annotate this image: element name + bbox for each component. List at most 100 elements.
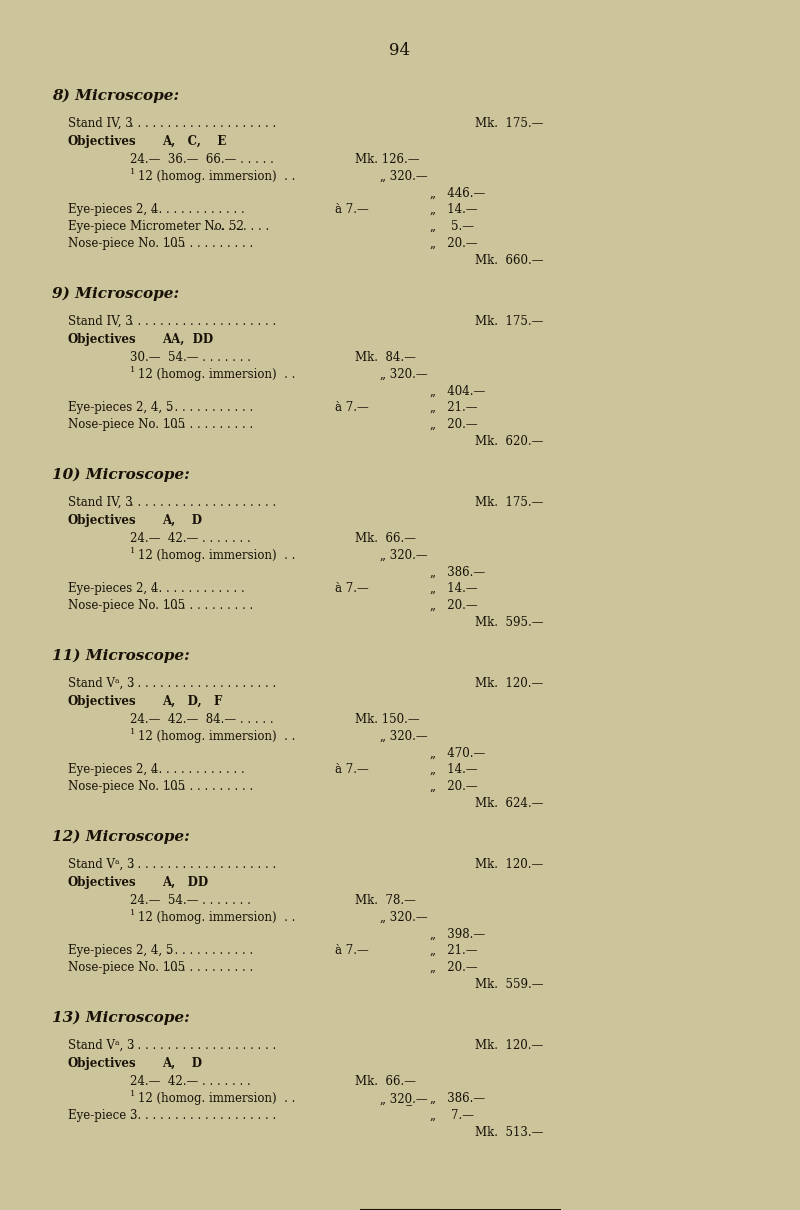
Text: „ 320.—: „ 320.— [380,368,428,381]
Text: Mk.  78.—: Mk. 78.— [355,894,416,908]
Text: 24.—  54.— . . . . . . .: 24.— 54.— . . . . . . . [130,894,251,908]
Text: à 7.—: à 7.— [335,944,369,957]
Text: . . . . . . . . . . . . .: . . . . . . . . . . . . . [151,582,245,595]
Text: Mk. 150.—: Mk. 150.— [355,713,420,726]
Text: Nose-piece No. 105: Nose-piece No. 105 [68,599,185,612]
Text: Mk.  175.—: Mk. 175.— [475,496,543,509]
Text: „ 320.—: „ 320.— [380,911,428,924]
Text: . . . . . . . . . . . . . . . . . . . .: . . . . . . . . . . . . . . . . . . . . [130,858,277,871]
Text: Objectives: Objectives [68,333,137,346]
Text: à 7.—: à 7.— [335,401,369,414]
Text: „   20.—: „ 20.— [430,780,478,793]
Text: Mk.  66.—: Mk. 66.— [355,532,416,544]
Text: . . . . . . . . . . . . . . . . . . . .: . . . . . . . . . . . . . . . . . . . . [130,1110,277,1122]
Text: . . . . . . . . . . . . . . . . . . . .: . . . . . . . . . . . . . . . . . . . . [130,496,277,509]
Text: Objectives: Objectives [68,876,137,889]
Text: 10) Microscope:: 10) Microscope: [52,467,190,482]
Text: Objectives: Objectives [68,136,137,148]
Text: 13) Microscope:: 13) Microscope: [52,1010,190,1025]
Text: . . . . . . . . . . . . . . . . . . . .: . . . . . . . . . . . . . . . . . . . . [130,678,277,690]
Text: 8) Microscope:: 8) Microscope: [52,88,179,103]
Text: . . . . . . . . . . . .: . . . . . . . . . . . . [166,417,253,431]
Text: A,   DD: A, DD [162,876,208,889]
Text: . . . . . . . . . . . .: . . . . . . . . . . . . [166,780,253,793]
Text: „   470.—: „ 470.— [430,747,486,760]
Text: 12 (homog. immersion)  . .: 12 (homog. immersion) . . [138,730,295,743]
Text: . . . . . . . . . . . . .: . . . . . . . . . . . . . [151,203,245,217]
Text: Objectives: Objectives [68,1058,137,1070]
Text: „   404.—: „ 404.— [430,385,486,398]
Text: 12) Microscope:: 12) Microscope: [52,830,190,845]
Text: 24.—  42.—  84.— . . . . .: 24.— 42.— 84.— . . . . . [130,713,274,726]
Text: Eye-pieces 2, 4, 5: Eye-pieces 2, 4, 5 [68,944,174,957]
Text: Mk.  624.—: Mk. 624.— [475,797,543,809]
Text: 12 (homog. immersion)  . .: 12 (homog. immersion) . . [138,169,295,183]
Text: „   21.—: „ 21.— [430,944,478,957]
Text: 1: 1 [130,547,135,555]
Text: Stand IV, 3: Stand IV, 3 [68,315,133,328]
Text: Mk.  559.—: Mk. 559.— [475,978,543,991]
Text: 12 (homog. immersion)  . .: 12 (homog. immersion) . . [138,911,295,924]
Text: . . . . . . . . . . . . . . . . . . . .: . . . . . . . . . . . . . . . . . . . . [130,1039,277,1051]
Text: Eye-pieces 2, 4: Eye-pieces 2, 4 [68,764,158,776]
Text: „ 320̲.—: „ 320̲.— [380,1091,428,1105]
Text: „   20.—: „ 20.— [430,961,478,974]
Text: 1: 1 [130,909,135,917]
Text: Mk.  66.—: Mk. 66.— [355,1074,416,1088]
Text: „   386.—: „ 386.— [430,1091,485,1105]
Text: Mk.  120.—: Mk. 120.— [475,858,543,871]
Text: „   20.—: „ 20.— [430,417,478,431]
Text: à 7.—: à 7.— [335,764,369,776]
Text: Stand Vᵃ, 3: Stand Vᵃ, 3 [68,678,134,690]
Text: „   20.—: „ 20.— [430,599,478,612]
Text: Mk.  660.—: Mk. 660.— [475,254,543,267]
Text: 1: 1 [130,728,135,736]
Text: . . . . . . . . . . . .: . . . . . . . . . . . . [166,237,253,250]
Text: AA,  DD: AA, DD [162,333,213,346]
Text: A,   D,   F: A, D, F [162,695,222,708]
Text: Eye-piece 3: Eye-piece 3 [68,1110,138,1122]
Text: Mk.  175.—: Mk. 175.— [475,315,543,328]
Text: „   21.—: „ 21.— [430,401,478,414]
Text: à 7.—: à 7.— [335,582,369,595]
Text: „ 320.—: „ 320.— [380,549,428,561]
Text: . . . . . . . . . . . . .: . . . . . . . . . . . . . [151,764,245,776]
Text: A,   C,    E: A, C, E [162,136,226,148]
Text: Eye-pieces 2, 4, 5: Eye-pieces 2, 4, 5 [68,401,174,414]
Text: Mk.  175.—: Mk. 175.— [475,117,543,129]
Text: 9) Microscope:: 9) Microscope: [52,287,179,301]
Text: 30.—  54.— . . . . . . .: 30.— 54.— . . . . . . . [130,351,251,364]
Text: 24.—  42.— . . . . . . .: 24.— 42.— . . . . . . . [130,1074,250,1088]
Text: A,    D: A, D [162,1058,202,1070]
Text: 24.—  36.—  66.— . . . . .: 24.— 36.— 66.— . . . . . [130,152,274,166]
Text: Nose-piece No. 105: Nose-piece No. 105 [68,780,185,793]
Text: „   20.—: „ 20.— [430,237,478,250]
Text: Mk.  595.—: Mk. 595.— [475,616,543,629]
Text: Eye-piece Micrometer No. 52: Eye-piece Micrometer No. 52 [68,220,244,234]
Text: . . . . . . . . . . . . . . . . . . . .: . . . . . . . . . . . . . . . . . . . . [130,315,277,328]
Text: 12 (homog. immersion)  . .: 12 (homog. immersion) . . [138,549,295,561]
Text: 12 (homog. immersion)  . .: 12 (homog. immersion) . . [138,368,295,381]
Text: Stand Vᵃ, 3: Stand Vᵃ, 3 [68,1039,134,1051]
Text: Mk.  120.—: Mk. 120.— [475,1039,543,1051]
Text: 12 (homog. immersion)  . .: 12 (homog. immersion) . . [138,1091,295,1105]
Text: Stand IV, 3: Stand IV, 3 [68,117,133,129]
Text: Objectives: Objectives [68,514,137,528]
Text: „ 320.—: „ 320.— [380,730,428,743]
Text: Stand Vᵃ, 3: Stand Vᵃ, 3 [68,858,134,871]
Text: à 7.—: à 7.— [335,203,369,217]
Text: „ 320.—: „ 320.— [380,169,428,183]
Text: Mk.  513.—: Mk. 513.— [475,1127,543,1139]
Text: „   386.—: „ 386.— [430,566,485,580]
Text: Eye-pieces 2, 4: Eye-pieces 2, 4 [68,203,158,217]
Text: 11) Microscope:: 11) Microscope: [52,649,190,663]
Text: „   14.—: „ 14.— [430,582,478,595]
Text: . . . . . . . . . . . .: . . . . . . . . . . . . [166,961,253,974]
Text: 1: 1 [130,1090,135,1097]
Text: Stand IV, 3: Stand IV, 3 [68,496,133,509]
Text: Nose-piece No. 105: Nose-piece No. 105 [68,961,185,974]
Text: Eye-pieces 2, 4: Eye-pieces 2, 4 [68,582,158,595]
Text: 24.—  42.— . . . . . . .: 24.— 42.— . . . . . . . [130,532,250,544]
Text: „    7.—: „ 7.— [430,1110,474,1122]
Text: Mk.  120.—: Mk. 120.— [475,678,543,690]
